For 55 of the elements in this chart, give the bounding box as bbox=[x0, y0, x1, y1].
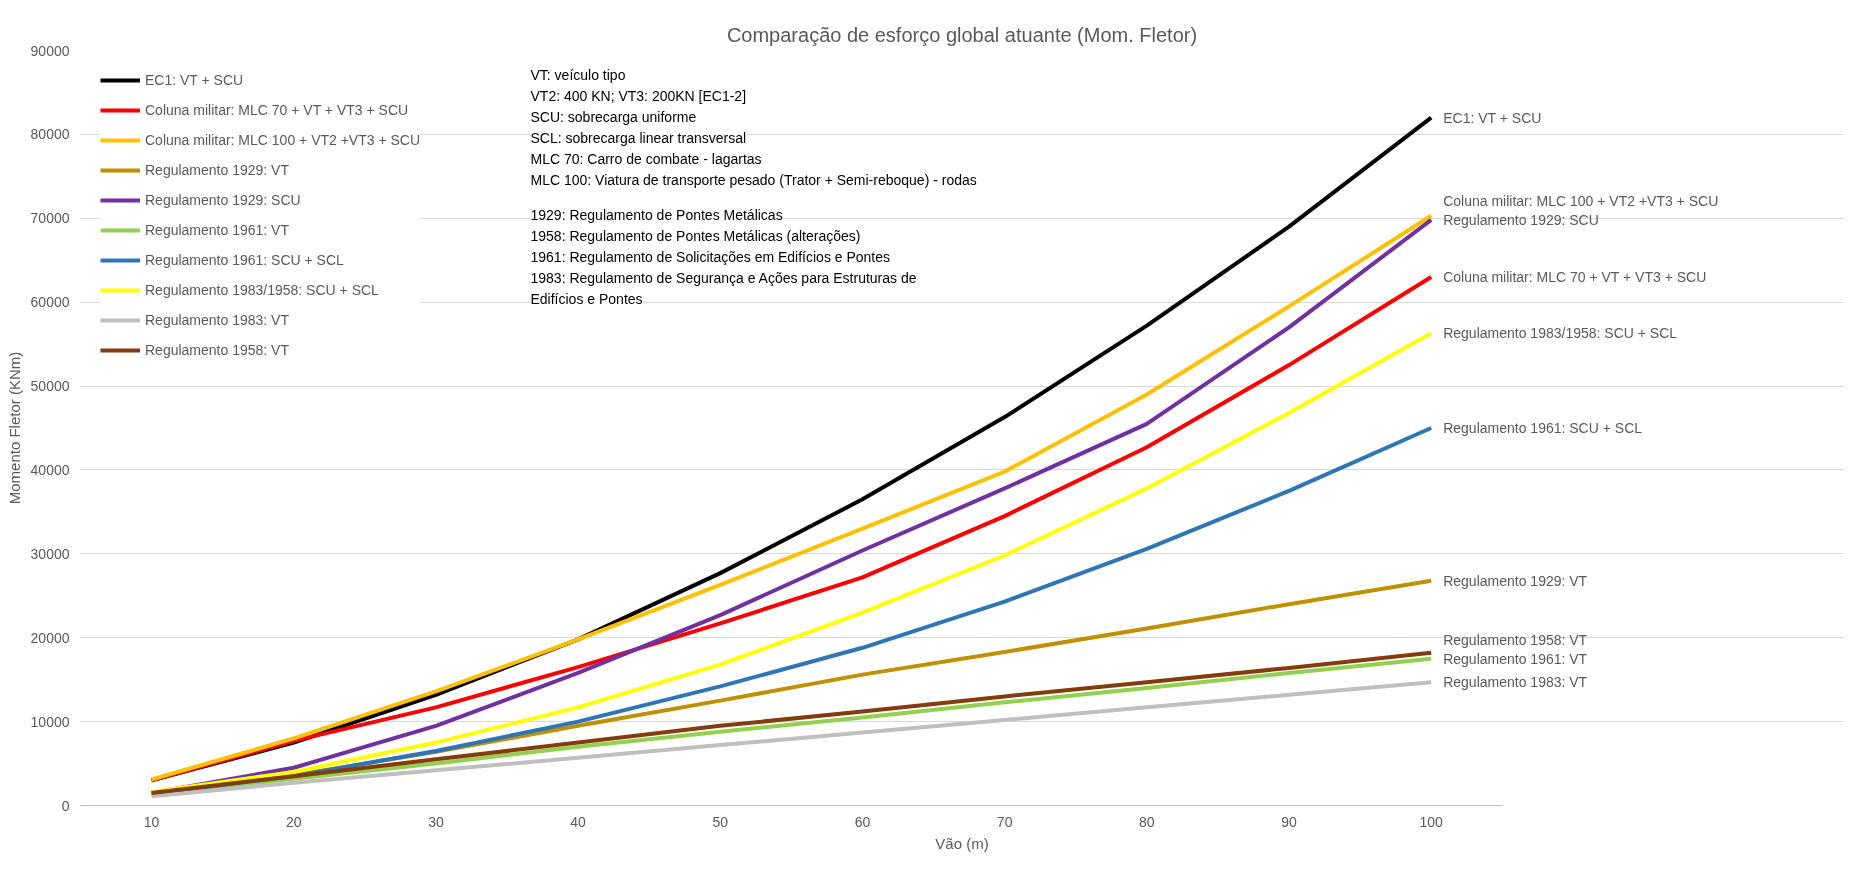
text: EC1: VT + SCU bbox=[1443, 109, 1542, 126]
y-tick-label: 80000 bbox=[30, 126, 70, 143]
y-tick-label: 20000 bbox=[30, 629, 70, 646]
y-tick-label: 0 bbox=[61, 797, 70, 814]
annotation: 1961: Regulamento de Solicitações em Edifícios e Pontes bbox=[530, 248, 891, 265]
x-tick-label: 60 bbox=[854, 813, 871, 830]
annotation: VT2: 400 KN; VT3: 200KN [EC1-2] bbox=[530, 87, 747, 104]
annotation: SCU: sobrecarga uniforme bbox=[530, 108, 697, 125]
chart-title: Comparação de esforço global atuante (Mom. Fletor) bbox=[726, 23, 1198, 46]
y-tick-label: 10000 bbox=[30, 713, 70, 730]
x-tick-label: 30 bbox=[428, 813, 444, 830]
y-tick-label: 90000 bbox=[30, 42, 70, 59]
text: Regulamento 1958: VT bbox=[1443, 631, 1588, 648]
legend-label: Regulamento 1929: SCU bbox=[145, 192, 301, 208]
legend-label: Regulamento 1961: SCU + SCL bbox=[145, 252, 344, 268]
line-series bbox=[149, 680, 1434, 799]
legend-label: Regulamento 1983/1958: SCU + SCL bbox=[145, 282, 379, 298]
x-tick-label: 90 bbox=[1281, 813, 1298, 830]
y-tick-label: 40000 bbox=[30, 461, 70, 478]
y-tick-label: 60000 bbox=[30, 294, 70, 311]
legend-label: Regulamento 1983: VT bbox=[145, 312, 289, 328]
annotation: 1983: Regulamento de Segurança e Ações para Estruturas de bbox=[530, 269, 917, 286]
x-tick-label: 70 bbox=[996, 813, 1013, 830]
text: Regulamento 1961: SCU + SCL bbox=[1443, 420, 1643, 436]
legend-label: Regulamento 1929: VT bbox=[145, 162, 289, 178]
annotation: MLC 70: Carro de combate - lagartas bbox=[530, 150, 762, 167]
annotation: 1929: Regulamento de Pontes Metálicas bbox=[530, 206, 783, 223]
annotation: Edifícios e Pontes bbox=[530, 290, 643, 307]
legend-label: Regulamento 1961: VT bbox=[145, 222, 289, 238]
text: Regulamento 1983: VT bbox=[1443, 674, 1588, 691]
x-tick-label: 40 bbox=[570, 813, 587, 830]
text: Regulamento 1961: VT bbox=[1443, 650, 1588, 667]
annotation: 1958: Regulamento de Pontes Metálicas (alterações) bbox=[530, 227, 861, 244]
annotation: VT: veículo tipo bbox=[530, 66, 626, 83]
text: Coluna militar: MLC 100 + VT2 +VT3 + SCU bbox=[1443, 192, 1719, 209]
legend-label: Coluna militar: MLC 70 + VT + VT3 + SCU bbox=[145, 102, 409, 118]
x-axis-title: Vão (m) bbox=[935, 834, 989, 852]
y-axis-title: Momento Fletor (KNm) bbox=[5, 351, 23, 505]
y-tick-label: 30000 bbox=[30, 545, 70, 562]
legend-label: Regulamento 1958: VT bbox=[145, 342, 289, 358]
legend-label: EC1: VT + SCU bbox=[145, 72, 244, 88]
text: Regulamento 1929: SCU bbox=[1443, 211, 1599, 228]
x-tick-label: 50 bbox=[712, 813, 729, 830]
x-tick-label: 20 bbox=[285, 813, 302, 830]
text: Regulamento 1983/1958: SCU + SCL bbox=[1443, 325, 1678, 342]
x-tick-label: 100 bbox=[1419, 813, 1444, 830]
annotation: MLC 100: Viatura de transporte pesado (Trator + Semi-reboque) - rodas bbox=[530, 171, 977, 188]
text: Regulamento 1929: VT bbox=[1443, 572, 1588, 589]
legend-label: Coluna militar: MLC 100 + VT2 +VT3 + SCU bbox=[145, 132, 421, 148]
y-tick-label: 70000 bbox=[30, 210, 70, 227]
x-tick-label: 10 bbox=[143, 813, 160, 830]
annotation: SCL: sobrecarga linear transversal bbox=[530, 129, 747, 146]
text: Coluna militar: MLC 70 + VT + VT3 + SCU bbox=[1443, 269, 1707, 285]
x-tick-label: 80 bbox=[1139, 813, 1155, 830]
y-tick-label: 50000 bbox=[30, 378, 70, 395]
